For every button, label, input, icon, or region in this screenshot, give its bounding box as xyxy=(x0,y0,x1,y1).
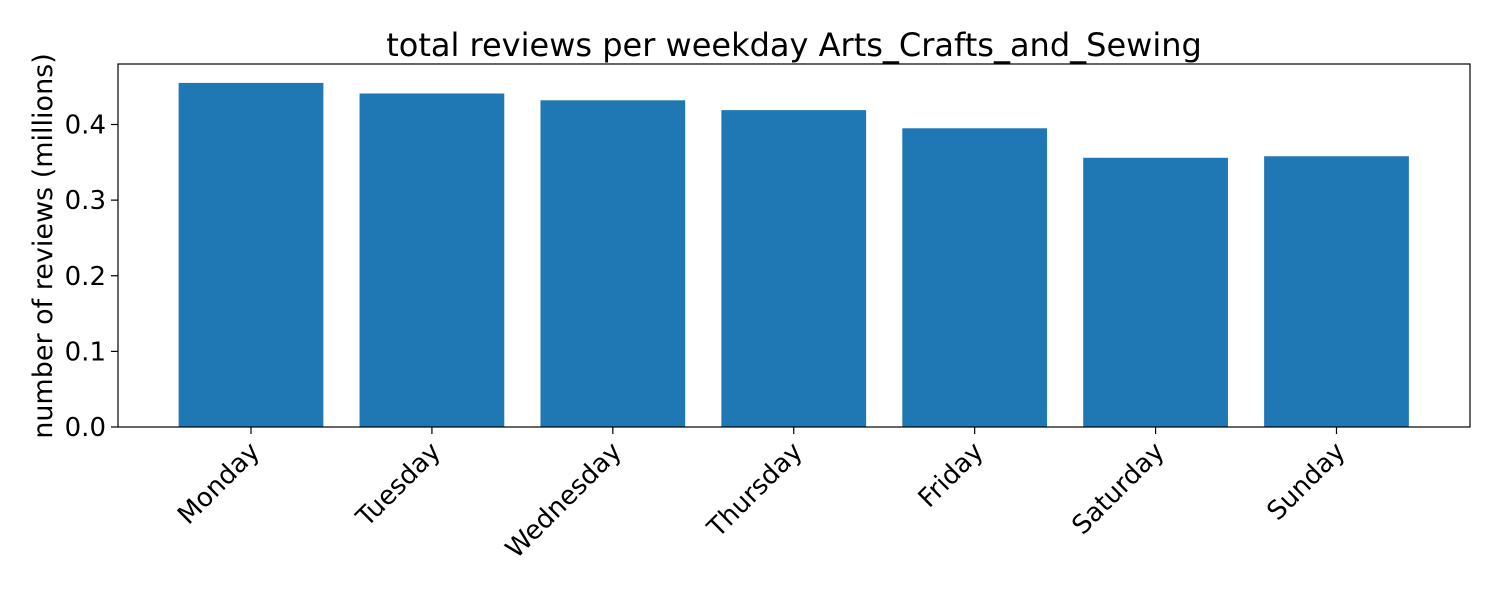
plot-area-frame xyxy=(117,63,1471,428)
bar-monday xyxy=(178,82,324,427)
bars-group xyxy=(178,82,1409,428)
y-axis-ticks: 0.0 0.1 0.2 0.3 0.4 xyxy=(65,111,118,443)
x-tick-label-friday: Friday xyxy=(913,437,990,514)
y-tick-label: 0.1 xyxy=(65,337,106,367)
y-tick-label: 0.0 xyxy=(65,413,106,443)
y-axis-label: number of reviews (millions) xyxy=(28,53,59,439)
x-tick-label-sunday: Sunday xyxy=(1261,437,1351,527)
x-tick-label-saturday: Saturday xyxy=(1066,437,1170,541)
y-tick-label: 0.4 xyxy=(65,111,106,141)
bar-sunday xyxy=(1264,156,1409,427)
bar-thursday xyxy=(721,110,867,427)
y-tick-label: 0.3 xyxy=(65,186,106,216)
x-tick-label-tuesday: Tuesday xyxy=(350,437,447,534)
x-tick-label-wednesday: Wednesday xyxy=(500,437,628,565)
chart-title: total reviews per weekday Arts_Crafts_an… xyxy=(386,26,1202,64)
y-tick-label: 0.2 xyxy=(65,262,106,292)
bar-tuesday xyxy=(359,93,505,428)
bar-friday xyxy=(902,128,1048,427)
bar-saturday xyxy=(1083,157,1228,427)
bar-wednesday xyxy=(540,100,686,428)
x-tick-label-monday: Monday xyxy=(172,437,266,531)
x-tick-label-thursday: Thursday xyxy=(701,437,808,544)
x-axis-ticks: Monday Tuesday Wednesday Thursday Friday Satu… xyxy=(172,427,1351,564)
